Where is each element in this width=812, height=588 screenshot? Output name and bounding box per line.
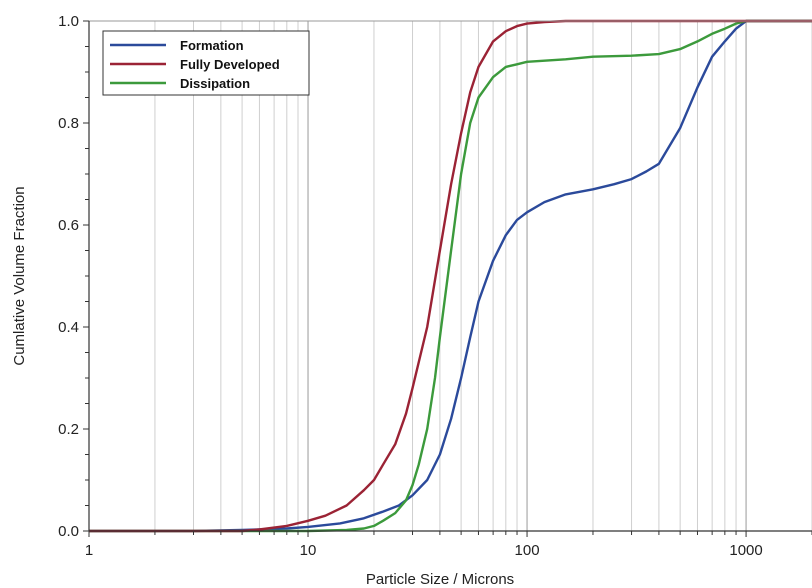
- y-tick-label: 0.6: [58, 217, 79, 234]
- y-tick-label: 1.0: [58, 13, 79, 30]
- series-line-formation: [89, 19, 812, 533]
- legend-label-fully-developed: Fully Developed: [180, 57, 280, 72]
- x-tick-label: 10: [300, 542, 317, 559]
- vertical-grid: [154, 21, 812, 531]
- x-axis-title: Particle Size / Microns: [366, 571, 514, 588]
- x-tick-label: 1: [85, 542, 93, 559]
- y-tick-label: 0.2: [58, 421, 79, 438]
- series-line-dissipation: [89, 19, 812, 533]
- axes: [83, 20, 812, 537]
- legend-label-formation: Formation: [180, 38, 244, 53]
- series-line-fully-developed: [89, 19, 812, 533]
- legend: Formation Fully Developed Dissipation: [102, 30, 310, 96]
- y-tick-label: 0.8: [58, 115, 79, 132]
- y-axis-title: Cumlative Volume Fraction: [11, 186, 28, 365]
- y-tick-label: 0.0: [58, 523, 79, 540]
- legend-label-dissipation: Dissipation: [180, 76, 250, 91]
- x-tick-label: 1000: [729, 542, 762, 559]
- x-tick-label: 100: [515, 542, 540, 559]
- tick-labels: 0.0 0.2 0.4 0.6 0.8 1.0 1 10 100 1000: [58, 13, 763, 559]
- y-tick-label: 0.4: [58, 319, 79, 336]
- series-lines: [89, 19, 812, 533]
